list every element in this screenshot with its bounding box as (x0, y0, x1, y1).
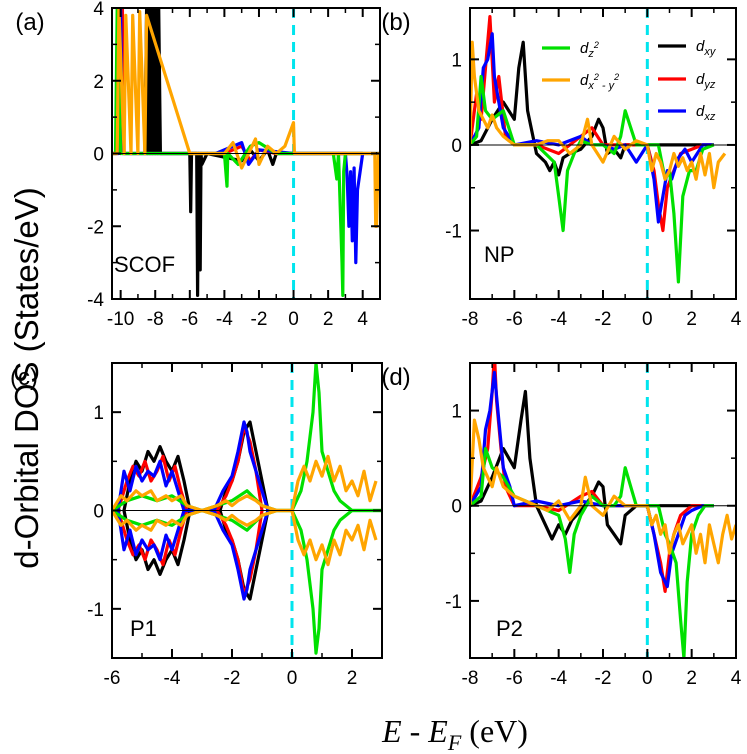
x-tick-label: 0 (287, 668, 298, 689)
y-tick-label: 0 (451, 136, 462, 157)
series-dx2y2 (470, 40, 727, 190)
x-tick-label: 0 (288, 309, 299, 330)
panel-label: P2 (496, 616, 523, 641)
x-tick-label: -6 (104, 668, 121, 689)
x-tick-label: -4 (164, 668, 181, 689)
x-tick-label: -2 (224, 668, 241, 689)
y-tick-label: -4 (87, 290, 104, 311)
legend-label-dx2y2: dx2 - y2 (580, 72, 619, 92)
x-label-subvar: E (427, 713, 448, 749)
series-group (112, 363, 382, 655)
series-dx2y2 (112, 508, 378, 567)
panel-tag: (d) (381, 364, 410, 391)
panel-d: -8 -6 -4 -2 0 2 4 -1 0 1 (d) P2 (381, 362, 742, 689)
x-tick-label: 2 (686, 668, 697, 689)
y-tick-label: 0 (93, 145, 104, 166)
x-label-var: E (381, 713, 402, 749)
x-tick-label: 2 (347, 668, 358, 689)
x-tick-label: 4 (731, 309, 742, 330)
x-tick-label: -8 (462, 309, 479, 330)
y-tick-label: 0 (93, 502, 104, 523)
panel-label: SCOF (114, 252, 175, 277)
x-tick-label: -2 (595, 309, 612, 330)
panel-b: -8 -6 -4 -2 0 2 4 -1 0 1 (b) NP (381, 7, 742, 330)
y-tick-label: -2 (87, 217, 104, 238)
x-tick-label: 4 (731, 668, 742, 689)
panel-a: -10 -8 -6 -4 -2 0 2 4 -4 -2 0 2 4 (a) SCOF (15, 0, 381, 330)
legend-label-dz2: dz2 (580, 40, 599, 60)
x-tick-label: -4 (550, 309, 567, 330)
legend: dz2 dx2 - y2 dxy dyz dxz (542, 38, 717, 123)
x-tick-label: -6 (181, 309, 198, 330)
series-dxy (470, 389, 714, 546)
series-dxy (470, 40, 714, 177)
panel-tag: (c) (10, 364, 38, 391)
x-label-unit: (eV) (461, 713, 528, 749)
x-tick-label: -6 (506, 309, 523, 330)
y-tick-label: 1 (451, 402, 462, 423)
y-tick-label: -1 (445, 222, 462, 243)
y-tick-label: 2 (93, 72, 104, 93)
y-tick-label: 0 (451, 497, 462, 518)
panel-label: NP (484, 242, 515, 267)
x-label-sub: F (447, 730, 462, 754)
x-tick-label: 0 (642, 668, 653, 689)
x-tick-label: -2 (595, 668, 612, 689)
x-label-minus: - (402, 713, 429, 749)
x-axis-label: E - EF (eV) (381, 713, 528, 754)
x-tick-label: 2 (323, 309, 334, 330)
panel-label: P1 (130, 616, 157, 641)
legend-label-dxz: dxz (696, 103, 716, 123)
legend-label-dxy: dxy (696, 38, 717, 58)
y-tick-label: 4 (93, 0, 104, 20)
x-tick-label: -8 (147, 309, 164, 330)
x-tick-label: 0 (642, 309, 653, 330)
y-tick-label: 1 (93, 403, 104, 424)
x-tick-label: -4 (216, 309, 233, 330)
y-tick-label: -1 (87, 600, 104, 621)
x-tick-label: -6 (506, 668, 523, 689)
x-tick-label: -2 (251, 309, 268, 330)
x-tick-label: -8 (462, 668, 479, 689)
plot-frame (469, 362, 737, 659)
series-dxz (470, 370, 714, 589)
panel-tag: (b) (381, 9, 410, 36)
y-tick-label: 1 (451, 50, 462, 71)
y-tick-label: -1 (445, 592, 462, 613)
panel-c: -6 -4 -2 0 2 -1 0 1 (c) P1 (10, 362, 383, 689)
legend-label-dyz: dyz (696, 71, 716, 91)
x-tick-label: 4 (357, 309, 368, 330)
panel-tag: (a) (15, 9, 44, 36)
series-dx2y2 (112, 454, 378, 513)
x-tick-label: 2 (686, 309, 697, 330)
y-axis-label: d-Orbital DOS (States/eV) (8, 187, 45, 568)
x-tick-label: -10 (107, 309, 134, 330)
x-tick-label: -4 (550, 668, 567, 689)
